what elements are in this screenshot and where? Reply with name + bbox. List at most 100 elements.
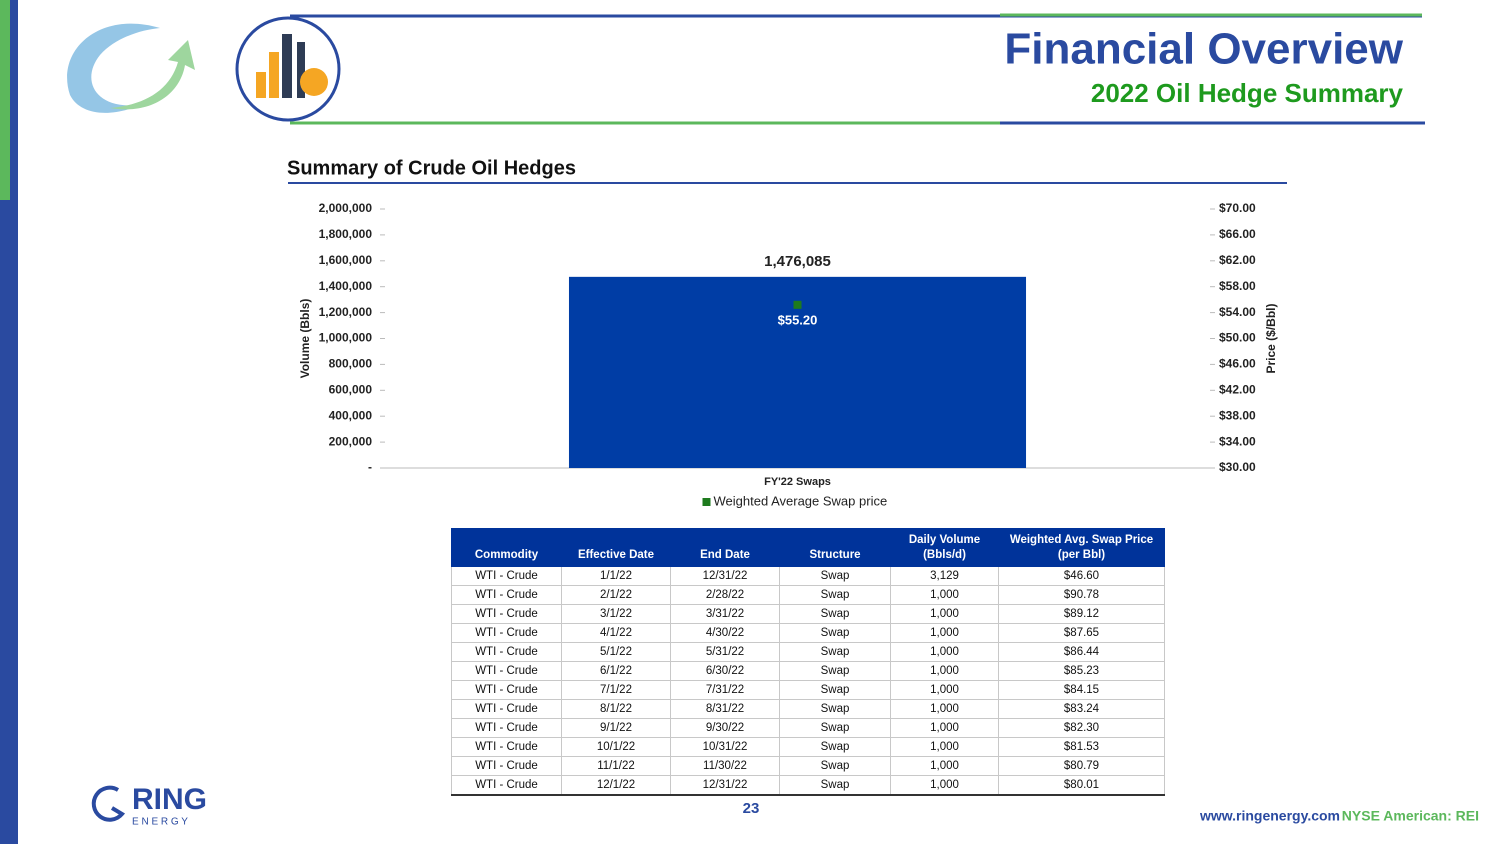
table-cell: $90.78: [998, 585, 1165, 605]
y-tick-label: 800,000: [329, 357, 373, 371]
y-tick-label: -: [368, 460, 372, 474]
y2-tick-label: $54.00: [1219, 305, 1256, 319]
table-row: WTI - Crude 10/1/22 10/31/22 Swap 1,000 $81.5…: [451, 737, 1165, 757]
table-cell: 6/1/22: [561, 661, 671, 681]
table-cell: Swap: [779, 680, 891, 700]
y2-tick-label: $50.00: [1219, 331, 1256, 345]
table-cell: Swap: [779, 661, 891, 681]
y2-tick-label: $62.00: [1219, 253, 1256, 267]
ticker: NYSE American: REI: [1342, 808, 1479, 824]
table-cell: 4/1/22: [561, 623, 671, 643]
table-cell: Swap: [779, 699, 891, 719]
hedge-table: Commodity Effective Date End Date Structure…: [451, 528, 1165, 796]
column-header: Structure: [779, 528, 891, 567]
logo-text: RING: [132, 783, 207, 816]
table-cell: $80.01: [998, 775, 1165, 796]
table-cell: 4/30/22: [670, 623, 780, 643]
y2-axis-label: Price ($/Bbl): [1264, 303, 1278, 373]
table-row: WTI - Crude 7/1/22 7/31/22 Swap 1,000 $84.15: [451, 680, 1165, 700]
table-row: WTI - Crude 8/1/22 8/31/22 Swap 1,000 $83.24: [451, 699, 1165, 719]
x-tick-label: FY'22 Swaps: [764, 476, 831, 488]
table-row: WTI - Crude 1/1/22 12/31/22 Swap 3,129 $46.60: [451, 566, 1165, 586]
table-cell: 1,000: [890, 642, 999, 662]
website: www.ringenergy.com: [1199, 808, 1340, 824]
subtitle: 2022 Oil Hedge Summary: [1091, 78, 1404, 108]
y2-tick-label: $58.00: [1219, 279, 1256, 293]
table-cell: $83.24: [998, 699, 1165, 719]
table-cell: 6/30/22: [670, 661, 780, 681]
table-row: WTI - Crude 6/1/22 6/30/22 Swap 1,000 $85.23: [451, 661, 1165, 681]
data-label: $55.20: [778, 312, 818, 327]
table-cell: 1,000: [890, 661, 999, 681]
title: Financial Overview: [1004, 25, 1403, 74]
table-cell: WTI - Crude: [451, 680, 562, 700]
column-header: Weighted Avg. Swap Price (per Bbl): [998, 528, 1165, 567]
y-tick-label: 400,000: [329, 408, 373, 422]
table-cell: 3/1/22: [561, 604, 671, 624]
y-axis-label: Volume (Bbls): [298, 299, 312, 379]
legend-swatch: [702, 498, 711, 506]
y-tick-label: 1,400,000: [319, 279, 373, 293]
table-cell: Swap: [779, 585, 891, 605]
table-cell: $82.30: [998, 718, 1165, 738]
table-row: WTI - Crude 2/1/22 2/28/22 Swap 1,000 $90.78: [451, 585, 1165, 605]
table-cell: Swap: [779, 775, 891, 796]
table-cell: WTI - Crude: [451, 661, 562, 681]
y-tick-label: 1,200,000: [319, 305, 373, 319]
table-cell: Swap: [779, 566, 891, 586]
table-cell: Swap: [779, 718, 891, 738]
column-header: Daily Volume (Bbls/d): [890, 528, 999, 567]
y-tick-label: 1,000,000: [319, 331, 373, 345]
table-cell: 9/30/22: [670, 718, 780, 738]
table-cell: Swap: [779, 623, 891, 643]
table-cell: $86.44: [998, 642, 1165, 662]
icon-bar: [282, 34, 292, 98]
table-cell: 2/28/22: [670, 585, 780, 605]
y2-tick-label: $66.00: [1219, 227, 1256, 241]
y-tick-label: 1,600,000: [319, 253, 373, 267]
table-cell: 1,000: [890, 699, 999, 719]
table-cell: 5/31/22: [670, 642, 780, 662]
y2-tick-label: $46.00: [1219, 357, 1256, 371]
table-cell: 10/31/22: [670, 737, 780, 757]
column-header: Commodity: [451, 528, 562, 567]
table-cell: $84.15: [998, 680, 1165, 700]
table-cell: Swap: [779, 642, 891, 662]
table-cell: 1,000: [890, 585, 999, 605]
table-cell: $80.79: [998, 756, 1165, 776]
logo-ring: [91, 785, 126, 822]
column-header: Effective Date: [561, 528, 671, 567]
logo-subtext: E N E R G Y: [132, 817, 188, 828]
table-cell: 11/30/22: [670, 756, 780, 776]
table-cell: WTI - Crude: [451, 585, 562, 605]
y-tick-label: 200,000: [329, 434, 373, 448]
table-cell: 12/1/22: [561, 775, 671, 796]
table-cell: $85.23: [998, 661, 1165, 681]
table-cell: WTI - Crude: [451, 775, 562, 796]
table-cell: WTI - Crude: [451, 642, 562, 662]
table-cell: WTI - Crude: [451, 623, 562, 643]
table-cell: Swap: [779, 756, 891, 776]
legend-label: Weighted Average Swap price: [714, 493, 888, 508]
table-cell: 1/1/22: [561, 566, 671, 586]
table-cell: WTI - Crude: [451, 756, 562, 776]
page-number: 23: [743, 800, 760, 817]
table-cell: 8/31/22: [670, 699, 780, 719]
table-cell: WTI - Crude: [451, 718, 562, 738]
table-cell: 1,000: [890, 775, 999, 796]
table-cell: 1,000: [890, 718, 999, 738]
y2-tick-label: $70.00: [1219, 201, 1256, 215]
table-cell: 5/1/22: [561, 642, 671, 662]
y2-tick-label: $30.00: [1219, 460, 1256, 474]
table-cell: 1,000: [890, 737, 999, 757]
table-cell: WTI - Crude: [451, 604, 562, 624]
table-cell: 1,000: [890, 604, 999, 624]
table-cell: 8/1/22: [561, 699, 671, 719]
icon-bar: [297, 42, 305, 98]
table-cell: 7/31/22: [670, 680, 780, 700]
y-tick-label: 600,000: [329, 382, 373, 396]
table-cell: 1,000: [890, 680, 999, 700]
table-cell: 12/31/22: [670, 775, 780, 796]
